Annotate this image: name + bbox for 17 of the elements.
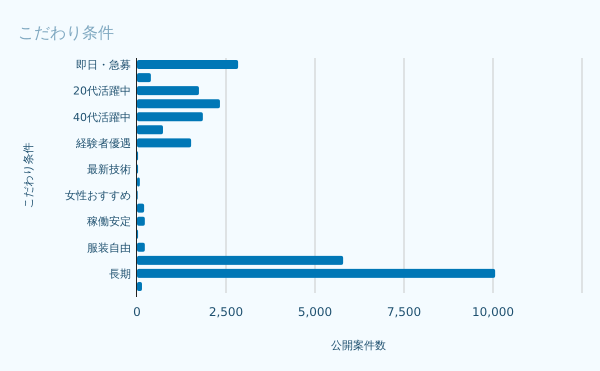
y-tick-label: 服装自由 xyxy=(87,241,131,254)
x-tick-label: 5,000 xyxy=(298,305,332,319)
x-axis-title: 公開案件数 xyxy=(331,339,386,352)
y-axis-title: こだわり条件 xyxy=(22,142,35,208)
y-tick-label: 20代活躍中 xyxy=(73,84,131,98)
x-tick-label: 2,500 xyxy=(208,305,244,319)
y-tick-label: 女性おすすめ xyxy=(65,189,131,202)
y-tick-label: 40代活躍中 xyxy=(73,110,131,124)
y-tick-label: 稼働安定 xyxy=(87,215,131,228)
y-tick-label: 長期 xyxy=(109,267,131,280)
x-tick-label: 10,000 xyxy=(472,305,514,319)
y-tick-label: 即日・急募 xyxy=(76,58,131,72)
chart-title: こだわり条件 xyxy=(18,23,114,42)
x-tick-label: 7,500 xyxy=(386,305,422,319)
x-tick-label: 0 xyxy=(133,305,141,319)
y-tick-label: 最新技術 xyxy=(87,162,131,176)
y-tick-label: 経験者優遇 xyxy=(75,136,131,150)
